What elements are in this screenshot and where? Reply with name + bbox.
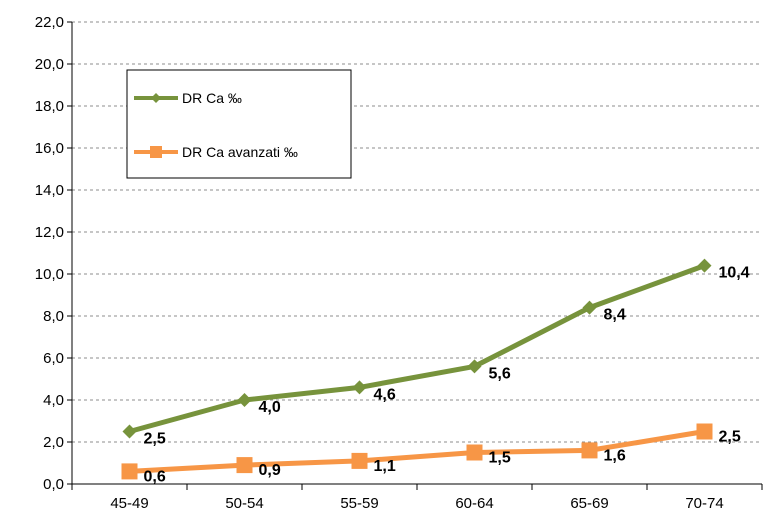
y-tick-label: 8,0 <box>43 308 64 325</box>
data-label: 1,5 <box>489 450 511 467</box>
data-point-square <box>236 457 253 474</box>
x-tick-label: 55-59 <box>340 495 378 512</box>
data-label: 1,1 <box>374 458 396 475</box>
legend-label-dr-ca-avanzati: DR Ca avanzati ‰ <box>182 144 298 160</box>
data-point-square <box>351 452 368 469</box>
data-label: 2,5 <box>144 431 166 448</box>
data-label: 10,4 <box>719 265 750 282</box>
data-label: 4,0 <box>259 399 281 416</box>
y-tick-label: 12,0 <box>35 224 64 241</box>
legend-box <box>126 69 352 179</box>
data-point-diamond <box>237 393 252 407</box>
data-point-square <box>581 442 598 459</box>
data-point-diamond <box>122 424 137 439</box>
y-tick-label: 20,0 <box>35 56 64 73</box>
data-label: 8,4 <box>604 307 626 324</box>
data-point-square <box>696 423 713 440</box>
data-label: 0,6 <box>144 468 166 485</box>
y-tick-label: 6,0 <box>43 350 64 367</box>
y-tick-label: 4,0 <box>43 392 64 409</box>
x-tick-label: 65-69 <box>570 495 608 512</box>
data-label: 0,9 <box>259 462 281 479</box>
series-layer <box>121 258 713 480</box>
y-tick-label: 10,0 <box>35 266 64 283</box>
x-tick-label: 70-74 <box>685 495 723 512</box>
data-point-square <box>466 444 483 461</box>
data-label: 4,6 <box>374 386 396 403</box>
x-tick-label: 50-54 <box>225 495 263 512</box>
legend: DR Ca ‰ DR Ca avanzati ‰ <box>126 69 352 179</box>
y-tick-label: 0,0 <box>43 476 64 493</box>
data-label: 2,5 <box>719 429 741 446</box>
y-tick-label: 18,0 <box>35 98 64 115</box>
data-point-diamond <box>582 300 597 315</box>
data-point-diamond <box>697 258 712 273</box>
legend-label-dr-ca: DR Ca ‰ <box>182 90 242 106</box>
data-label: 5,6 <box>489 365 511 382</box>
y-tick-label: 16,0 <box>35 140 64 157</box>
data-labels: 2,5 4,0 4,6 5,6 8,4 10,4 0,6 0,9 1,1 1,5 1,6 2,5 <box>144 265 750 486</box>
legend-marker-dr-ca-avanzati <box>150 146 162 158</box>
series-line-0 <box>128 263 706 434</box>
axes: 0,0 2,0 4,0 6,0 8,0 10,0 12,0 14,0 16,0 18,0 20,0 2… <box>35 14 763 512</box>
data-point-square <box>121 463 138 480</box>
data-point-diamond <box>352 380 367 395</box>
data-point-diamond <box>467 359 482 374</box>
y-tick-label: 22,0 <box>35 14 64 31</box>
series-line-1 <box>129 429 705 474</box>
y-tick-label: 2,0 <box>43 434 64 451</box>
x-tick-label: 45-49 <box>110 495 148 512</box>
x-tick-label: 60-64 <box>455 495 493 512</box>
legend-marker-dr-ca <box>151 93 161 103</box>
y-tick-label: 14,0 <box>35 182 64 199</box>
data-label: 1,6 <box>604 447 626 464</box>
